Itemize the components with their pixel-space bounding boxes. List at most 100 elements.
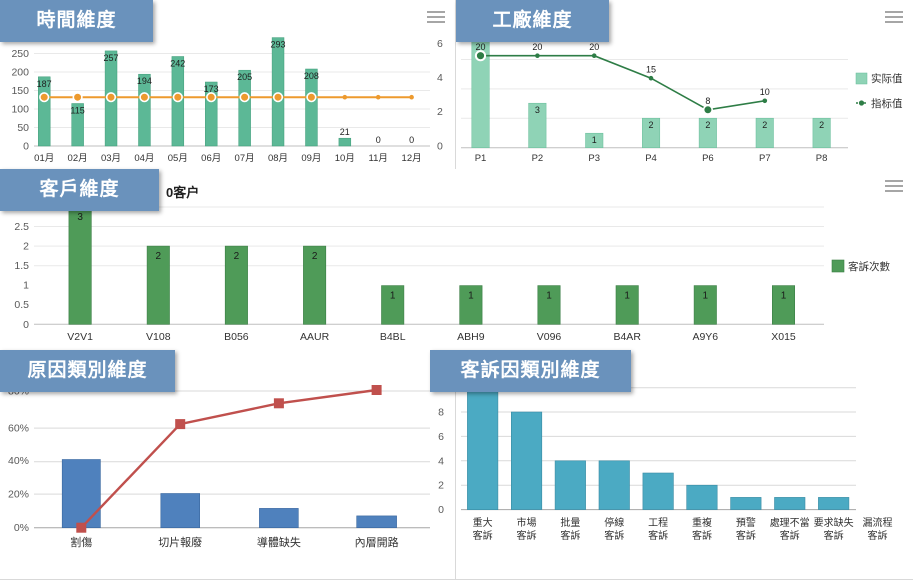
svg-text:客訴: 客訴 — [868, 529, 888, 542]
svg-text:0: 0 — [376, 135, 381, 145]
svg-text:導體缺失: 導體缺失 — [257, 535, 301, 549]
svg-text:P2: P2 — [532, 153, 544, 164]
svg-text:293: 293 — [270, 40, 285, 50]
svg-text:1: 1 — [781, 291, 787, 302]
svg-text:客訴: 客訴 — [736, 529, 756, 542]
svg-text:15: 15 — [646, 65, 656, 75]
svg-text:2: 2 — [156, 251, 162, 262]
svg-text:257: 257 — [103, 53, 118, 63]
svg-text:115: 115 — [70, 106, 84, 116]
svg-text:02月: 02月 — [68, 153, 88, 164]
svg-text:內層開路: 內層開路 — [355, 536, 399, 549]
svg-text:12月: 12月 — [402, 153, 422, 164]
svg-text:1: 1 — [390, 291, 396, 302]
svg-text:3: 3 — [77, 212, 83, 223]
svg-text:205: 205 — [237, 72, 252, 82]
svg-text:200: 200 — [11, 67, 29, 79]
svg-text:切片報廢: 切片報廢 — [158, 535, 202, 549]
svg-text:2: 2 — [23, 241, 29, 253]
svg-text:21: 21 — [340, 127, 350, 137]
svg-text:6: 6 — [438, 431, 444, 443]
svg-text:2: 2 — [819, 120, 824, 130]
svg-text:10: 10 — [760, 87, 770, 97]
svg-text:P1: P1 — [475, 153, 487, 164]
svg-text:10月: 10月 — [335, 153, 355, 164]
svg-text:1: 1 — [703, 291, 709, 302]
svg-text:0: 0 — [23, 141, 29, 153]
svg-text:指标值: 指标值 — [871, 97, 903, 110]
svg-text:11月: 11月 — [369, 153, 388, 164]
svg-text:0: 0 — [438, 504, 444, 516]
svg-text:X015: X015 — [771, 331, 796, 343]
svg-text:停線: 停線 — [604, 516, 624, 529]
svg-text:要求缺失: 要求缺失 — [814, 516, 854, 529]
svg-text:20%: 20% — [8, 489, 29, 501]
svg-text:1: 1 — [468, 291, 474, 302]
svg-text:V096: V096 — [537, 331, 562, 343]
svg-text:242: 242 — [170, 59, 185, 69]
svg-text:客訴: 客訴 — [604, 529, 624, 542]
svg-text:100: 100 — [11, 104, 29, 116]
svg-text:1: 1 — [624, 291, 630, 302]
svg-text:2: 2 — [234, 251, 240, 262]
svg-text:3: 3 — [535, 105, 540, 115]
svg-text:ABH9: ABH9 — [457, 331, 485, 343]
svg-text:2.5: 2.5 — [14, 221, 29, 233]
svg-text:P7: P7 — [759, 153, 771, 164]
svg-text:50: 50 — [17, 122, 29, 134]
svg-text:2: 2 — [648, 120, 653, 130]
svg-text:06月: 06月 — [201, 153, 221, 164]
svg-text:P4: P4 — [645, 153, 657, 164]
svg-text:2: 2 — [438, 480, 444, 492]
svg-text:8: 8 — [438, 407, 444, 419]
svg-text:客訴: 客訴 — [517, 529, 537, 542]
svg-text:4: 4 — [438, 455, 444, 467]
svg-text:批量: 批量 — [560, 516, 580, 529]
svg-text:1: 1 — [23, 280, 29, 292]
svg-text:1: 1 — [546, 291, 552, 302]
svg-text:重大: 重大 — [473, 516, 493, 529]
svg-text:B056: B056 — [224, 331, 249, 343]
svg-text:客訴: 客訴 — [824, 529, 844, 542]
svg-text:割傷: 割傷 — [70, 535, 92, 549]
svg-text:60%: 60% — [8, 423, 29, 435]
svg-text:客訴: 客訴 — [560, 529, 580, 542]
svg-text:20: 20 — [532, 42, 542, 52]
svg-text:208: 208 — [304, 71, 319, 81]
svg-text:1.5: 1.5 — [14, 260, 29, 272]
svg-text:20: 20 — [589, 42, 599, 52]
svg-text:0: 0 — [409, 135, 414, 145]
svg-text:07月: 07月 — [235, 153, 255, 164]
svg-text:B4BL: B4BL — [380, 331, 406, 343]
svg-text:2: 2 — [762, 120, 767, 130]
svg-text:0: 0 — [23, 319, 29, 331]
svg-text:P8: P8 — [816, 153, 828, 164]
svg-text:实际值: 实际值 — [871, 72, 903, 85]
svg-text:6: 6 — [437, 38, 443, 50]
svg-text:250: 250 — [11, 48, 29, 60]
svg-text:V108: V108 — [146, 331, 171, 343]
svg-text:客訴: 客訴 — [648, 529, 668, 542]
svg-text:03月: 03月 — [101, 153, 121, 164]
svg-text:V2V1: V2V1 — [67, 331, 93, 343]
svg-text:客訴: 客訴 — [780, 529, 800, 542]
svg-text:0.5: 0.5 — [14, 299, 29, 311]
svg-text:AAUR: AAUR — [300, 331, 330, 343]
svg-text:P3: P3 — [588, 153, 600, 164]
svg-text:處理不當: 處理不當 — [770, 516, 810, 529]
svg-text:1: 1 — [592, 135, 597, 145]
svg-text:2: 2 — [312, 251, 318, 262]
svg-text:187: 187 — [37, 79, 52, 89]
svg-text:2: 2 — [705, 120, 710, 130]
svg-text:A9Y6: A9Y6 — [692, 331, 718, 343]
svg-text:漏流程: 漏流程 — [863, 516, 893, 529]
svg-text:客訴: 客訴 — [692, 529, 712, 542]
svg-text:P6: P6 — [702, 153, 714, 164]
svg-text:05月: 05月 — [168, 153, 188, 164]
svg-text:01月: 01月 — [34, 153, 54, 164]
svg-text:2: 2 — [437, 106, 443, 118]
svg-text:09月: 09月 — [301, 153, 321, 164]
svg-text:客訴: 客訴 — [473, 529, 493, 542]
svg-text:重複: 重複 — [692, 516, 712, 529]
svg-text:工程: 工程 — [648, 517, 668, 529]
